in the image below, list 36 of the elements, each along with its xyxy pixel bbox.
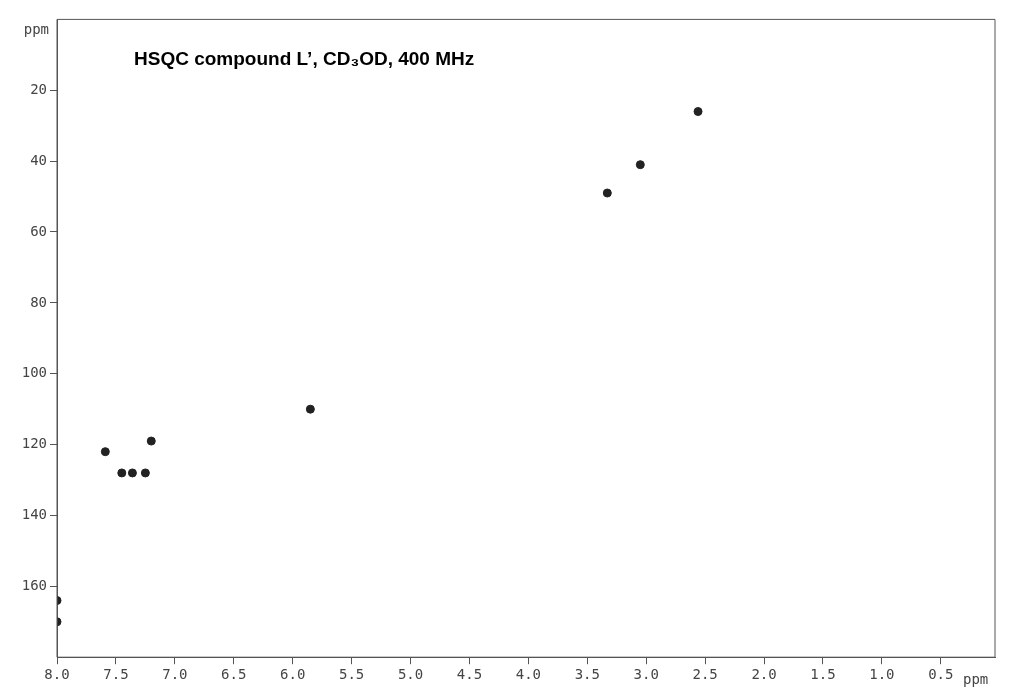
point [100,447,110,457]
y-tick-label: 60 [30,222,47,239]
x-tick-label: 7.0 [162,666,188,683]
x-tick-label: 5.5 [338,666,365,683]
text: HSQC compound L’, CD₃OD, 400 MHz [134,48,475,70]
y-tick-label: 80 [30,293,47,310]
point [146,436,156,446]
y-tick-label: 160 [21,576,47,593]
x-tick-label: 1.5 [810,666,836,683]
x-tick-label: 0.5 [928,666,954,683]
x-tick-label: 8.0 [44,666,70,683]
y-tick-label: 120 [21,435,47,452]
x-tick-label: 2.5 [692,666,718,683]
x-tick-label: 6.5 [221,666,247,683]
x-tick-label: 6.0 [280,666,306,683]
point [127,468,137,478]
y-axis-title: ppm [23,21,49,38]
x-tick-label: 7.5 [103,666,129,683]
y-tick-label: 40 [30,151,47,168]
x-tick-label: 4.0 [515,666,542,683]
point [140,468,150,478]
y-tick-label: 100 [21,364,47,381]
x-tick-label: 5.0 [397,666,424,683]
y-tick-label: 20 [30,80,47,97]
x-tick-label: 2.0 [751,666,777,683]
point [602,188,612,198]
x-axis-title: ppm [963,670,989,687]
point [693,107,703,117]
x-tick-label: 3.0 [633,666,659,683]
x-tick-label: 3.5 [574,666,600,683]
point [635,160,645,170]
x-tick-label: 1.0 [869,666,895,683]
point [117,468,127,478]
point [305,404,315,414]
y-tick-label: 140 [21,506,47,523]
x-tick-label: 4.5 [456,666,483,683]
